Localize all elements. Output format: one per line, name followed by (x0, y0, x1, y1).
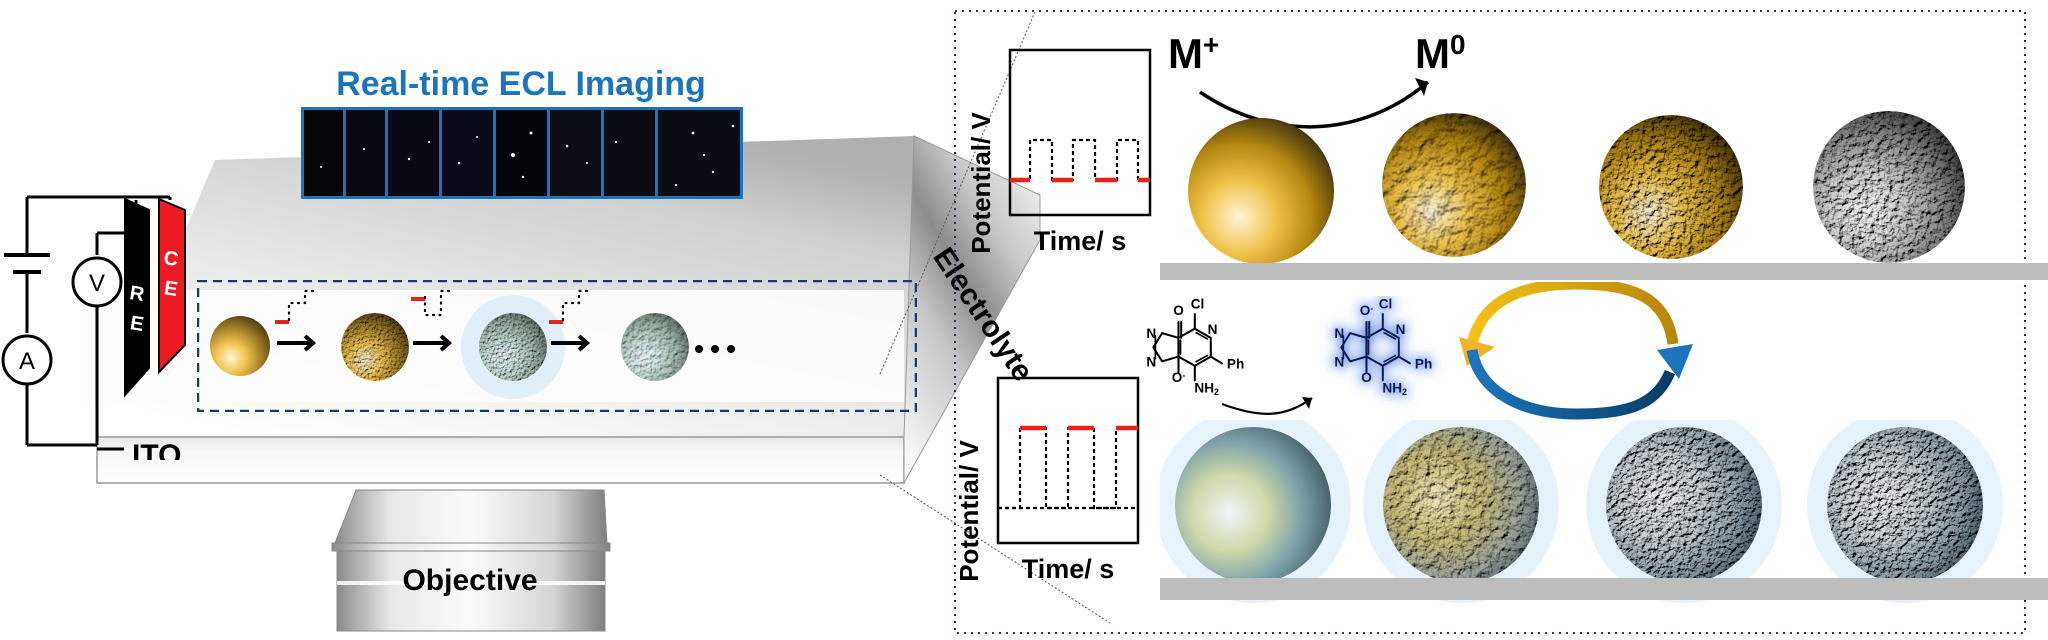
svg-text:Ph: Ph (1415, 356, 1432, 371)
svg-text:V: V (89, 270, 105, 297)
svg-text:N: N (1208, 322, 1218, 337)
svg-text:Real-time ECL Imaging: Real-time ECL Imaging (336, 65, 706, 103)
svg-text:Ph: Ph (1227, 356, 1244, 371)
svg-text:Objective: Objective (402, 564, 537, 597)
svg-text:Time/ s: Time/ s (1034, 226, 1127, 256)
svg-text:A: A (19, 348, 35, 375)
svg-text:Potential/ V: Potential/ V (958, 440, 984, 582)
svg-text:O-: O- (1360, 303, 1374, 318)
svg-text:N: N (1146, 354, 1156, 369)
svg-text:N: N (1334, 354, 1344, 369)
svg-text:M0: M0 (1415, 29, 1466, 77)
svg-text:O: O (1361, 370, 1372, 385)
svg-text:N: N (1396, 322, 1406, 337)
svg-text:Cl: Cl (1191, 296, 1205, 311)
svg-text:Cl: Cl (1379, 296, 1393, 311)
svg-text:NH2: NH2 (1382, 380, 1407, 397)
svg-text:ITO: ITO (132, 439, 181, 460)
svg-text:Potential/ V: Potential/ V (970, 112, 996, 254)
svg-text:M+: M+ (1168, 29, 1219, 77)
svg-text:O-: O- (1172, 370, 1186, 385)
svg-text:Time/ s: Time/ s (1022, 554, 1115, 584)
svg-text:O: O (1173, 303, 1184, 318)
svg-text:N: N (1334, 326, 1344, 341)
svg-text:NH2: NH2 (1194, 380, 1219, 397)
svg-text:N: N (1146, 326, 1156, 341)
